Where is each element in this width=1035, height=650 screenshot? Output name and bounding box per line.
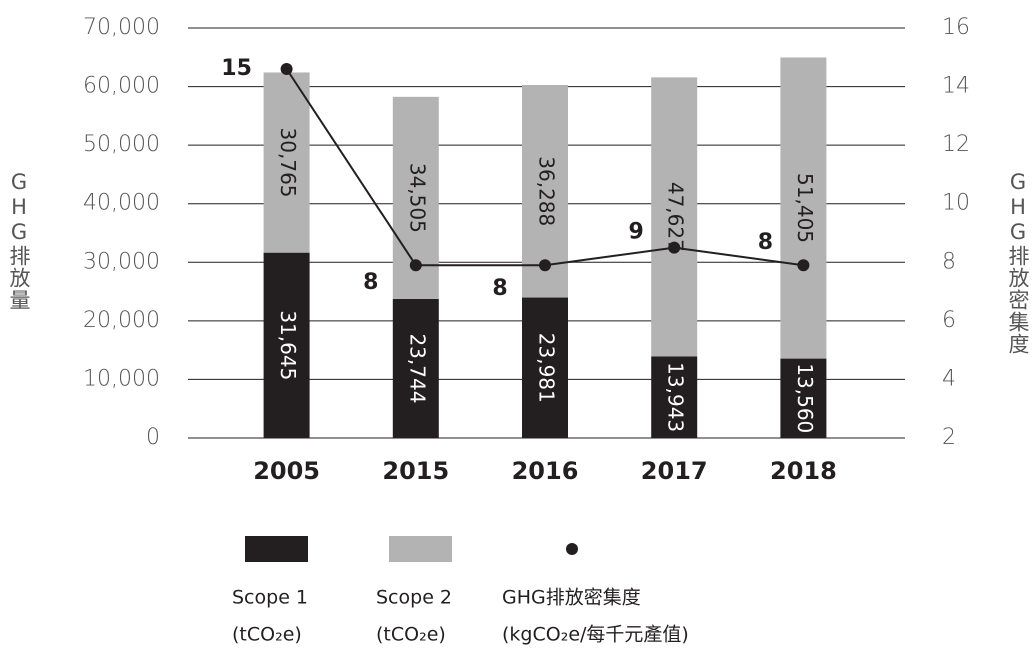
legend-unit: (tCO₂e) — [232, 624, 302, 646]
bar-segment — [392, 298, 439, 438]
x-tick-label: 2005 — [253, 457, 320, 485]
bar-segment — [263, 252, 310, 438]
data-label: 30,765 — [276, 128, 300, 198]
point — [539, 259, 551, 272]
y2-tick-label: 16 — [942, 15, 970, 40]
bar-segment — [651, 356, 698, 438]
bar-segment — [522, 297, 568, 438]
data-label: 8 — [758, 230, 773, 255]
y2-tick-label: 12 — [942, 132, 970, 157]
bar-segment — [780, 358, 827, 438]
legend-swatch — [566, 543, 578, 555]
y2-tick-label: 6 — [942, 308, 956, 333]
y2-tick-label: 2 — [942, 425, 956, 450]
data-label: 47,627 — [664, 182, 688, 252]
legend-unit: (kgCO₂e/每千元產值) — [502, 624, 689, 646]
bar-segment — [263, 72, 310, 253]
x-tick-label: 2015 — [382, 457, 449, 485]
data-label: 23,981 — [535, 333, 559, 403]
legend-label: Scope 1 — [232, 587, 308, 609]
point — [409, 259, 422, 272]
data-label: 36,288 — [535, 156, 559, 226]
y-tick-label: 40,000 — [83, 191, 160, 216]
data-label: 51,405 — [793, 173, 817, 243]
y-tick-label: 50,000 — [83, 132, 160, 157]
x-tick-label: 2017 — [641, 457, 708, 485]
data-label: 13,943 — [664, 362, 688, 432]
data-label: 9 — [629, 220, 644, 245]
data-label: 31,645 — [276, 310, 300, 380]
y2-tick-label: 8 — [942, 249, 956, 274]
x-tick-label: 2018 — [770, 457, 837, 485]
y-tick-label: 30,000 — [83, 249, 160, 274]
y-tick-label: 60,000 — [83, 74, 160, 99]
bar-segment — [780, 57, 827, 359]
y2-tick-label: 14 — [942, 74, 970, 99]
y-tick-label: 20,000 — [83, 308, 160, 333]
y2-axis-title: GHG排放密集度 — [1006, 170, 1030, 355]
data-label: 23,744 — [405, 333, 429, 403]
point — [668, 241, 681, 254]
legend-label: Scope 2 — [376, 587, 452, 609]
data-label: 34,505 — [405, 163, 429, 233]
y-axis-title: GHG排放量 — [7, 170, 31, 311]
data-label: 8 — [492, 276, 507, 301]
x-tick-label: 2016 — [512, 457, 579, 485]
bar-segment — [651, 77, 698, 357]
y-tick-label: 70,000 — [83, 15, 160, 40]
y2-tick-label: 10 — [942, 191, 970, 216]
y2-tick-label: 4 — [942, 366, 956, 391]
legend-swatch — [245, 536, 308, 562]
point — [280, 63, 293, 75]
data-label: 15 — [221, 56, 252, 81]
y-tick-label: 10,000 — [83, 366, 160, 391]
legend-swatch — [389, 536, 452, 562]
y-tick-label: 0 — [146, 425, 160, 450]
legend-unit: (tCO₂e) — [376, 624, 446, 646]
data-label: 8 — [363, 270, 378, 295]
point — [797, 259, 810, 272]
data-label: 13,560 — [793, 363, 817, 433]
legend-label: GHG排放密集度 — [502, 587, 641, 609]
